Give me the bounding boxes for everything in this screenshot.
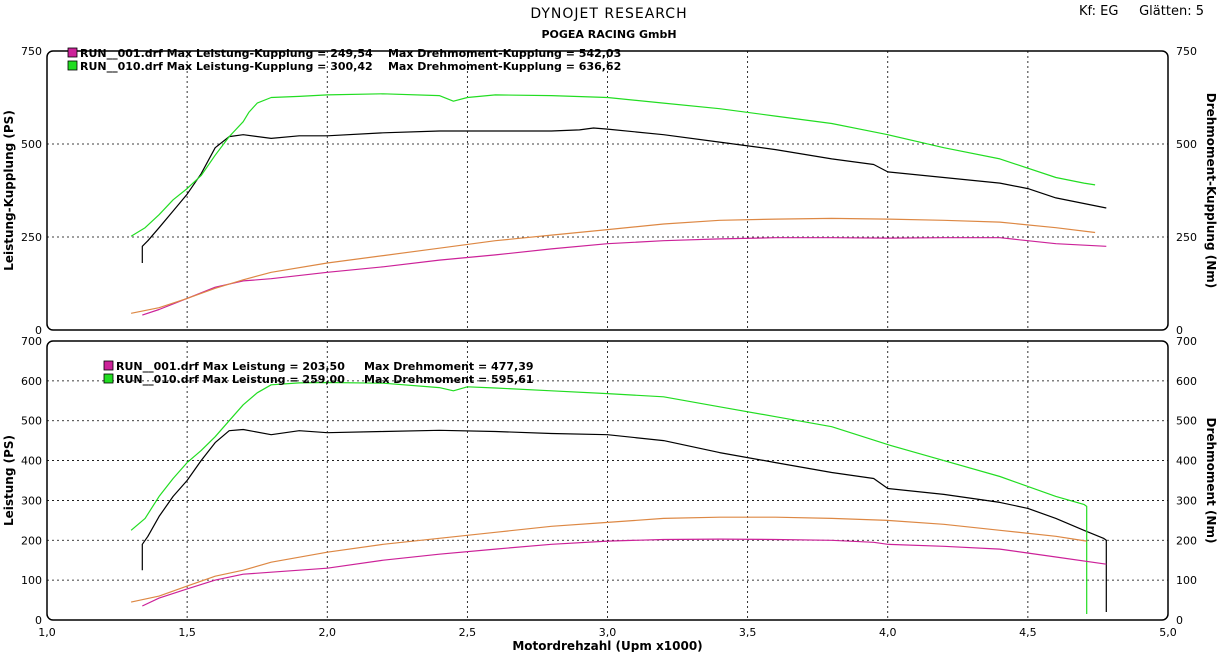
y-tick-label-left: 300: [21, 494, 42, 507]
x-tick-label: 2,0: [319, 626, 337, 639]
y-axis-label-left: Leistung (PS): [2, 435, 16, 526]
y-tick-label-left: 500: [21, 138, 42, 151]
legend-entry: RUN__001.drf Max Leistung = 203,50 Max D…: [116, 360, 534, 373]
x-tick-label: 4,5: [1019, 626, 1037, 639]
x-tick-label: 2,5: [459, 626, 477, 639]
kf-label: Kf:: [1078, 4, 1096, 19]
chart-panel-bottom: 0 0 100 100 200 200 300 300 400 400 500 500 600 600 70…: [2, 335, 1218, 652]
y-axis-label-right: Drehmoment-Kupplung (Nm): [1204, 93, 1218, 289]
y-tick-label-left: 0: [35, 614, 42, 627]
y-tick-label-right: 500: [1176, 138, 1197, 151]
y-tick-label-right: 750: [1176, 45, 1197, 58]
kf-value: EG: [1100, 4, 1119, 19]
y-tick-label-right: 0: [1176, 614, 1183, 627]
y-tick-label-right: 0: [1176, 324, 1183, 337]
series-line-run010_torque: [130, 217, 1096, 314]
glaetten-label: Glätten:: [1139, 4, 1192, 19]
y-tick-label-right: 300: [1176, 494, 1197, 507]
y-tick-label-left: 200: [21, 534, 42, 547]
y-axis-label-right: Drehmoment (Nm): [1204, 418, 1218, 544]
x-tick-label: 4,0: [879, 626, 897, 639]
y-tick-label-left: 0: [35, 324, 42, 337]
legend-swatch: [67, 47, 78, 58]
x-tick-label: 1,5: [178, 626, 196, 639]
page-title: DYNOJET RESEARCH: [530, 6, 688, 22]
y-tick-label-left: 750: [21, 45, 42, 58]
series-line-run001_torque: [142, 538, 1107, 607]
y-tick-label-right: 250: [1176, 231, 1197, 244]
x-tick-label: 3,0: [599, 626, 617, 639]
x-axis-label: Motordrehzahl (Upm x1000): [512, 639, 702, 652]
y-tick-label-right: 100: [1176, 574, 1197, 587]
y-tick-label-left: 700: [21, 335, 42, 348]
y-tick-label-left: 500: [21, 415, 42, 428]
y-tick-label-left: 250: [21, 231, 42, 244]
x-tick-label: 1,0: [38, 626, 56, 639]
series-line-run010_power: [130, 93, 1096, 237]
company-subtitle: POGEA RACING GmbH: [541, 28, 677, 41]
y-tick-label-right: 200: [1176, 534, 1197, 547]
legend-swatch: [103, 360, 114, 371]
series-line-run010_power: [130, 381, 1088, 614]
legend-entry: RUN__010.drf Max Leistung = 259,00 Max D…: [116, 373, 534, 386]
legend-swatch: [103, 373, 114, 384]
series-line-run001_power: [141, 428, 1107, 612]
series-line-run001_power: [141, 127, 1107, 263]
x-tick-label: 5,0: [1159, 626, 1177, 639]
y-tick-label-right: 600: [1176, 375, 1197, 388]
chart-panel-top: 0 0 250 250 500 500 750 750 Leistung-Kupplung (P…: [2, 45, 1218, 337]
legend-entry: RUN__001.drf Max Leistung-Kupplung = 249…: [80, 47, 621, 60]
y-tick-label-left: 100: [21, 574, 42, 587]
series-line-run010_torque: [130, 516, 1087, 603]
legend-swatch: [67, 60, 78, 71]
y-tick-label-left: 400: [21, 455, 42, 468]
legend-entry: RUN__010.drf Max Leistung-Kupplung = 300…: [80, 60, 621, 73]
settings-readout: Kf: EG Glätten: 5: [1079, 4, 1204, 19]
y-tick-label-left: 600: [21, 375, 42, 388]
x-tick-label: 3,5: [739, 626, 757, 639]
y-tick-label-right: 500: [1176, 415, 1197, 428]
glaetten-value: 5: [1195, 4, 1204, 19]
y-tick-label-right: 400: [1176, 455, 1197, 468]
y-axis-label-left: Leistung-Kupplung (PS): [2, 110, 16, 271]
y-tick-label-right: 700: [1176, 335, 1197, 348]
